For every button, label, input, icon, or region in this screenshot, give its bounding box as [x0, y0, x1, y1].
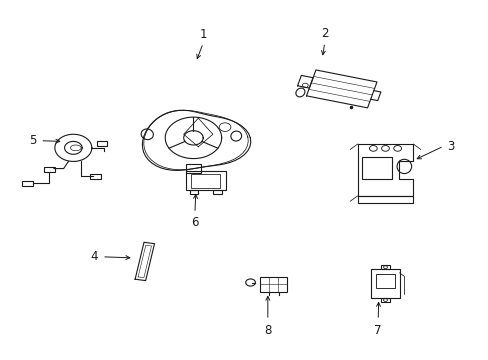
Bar — [260, 277, 286, 292]
Text: 2: 2 — [320, 27, 328, 40]
Bar — [44, 167, 55, 172]
Text: 1: 1 — [199, 28, 206, 41]
Bar — [375, 274, 394, 288]
Bar — [185, 171, 225, 190]
Bar — [22, 181, 33, 186]
Bar — [362, 157, 391, 179]
Text: 7: 7 — [374, 324, 381, 337]
Text: 5: 5 — [29, 134, 36, 147]
Bar — [380, 265, 389, 269]
Text: 4: 4 — [90, 250, 98, 263]
Bar — [380, 298, 389, 302]
Text: 8: 8 — [264, 324, 271, 337]
Bar — [90, 174, 101, 179]
Bar — [212, 190, 221, 194]
Text: 3: 3 — [446, 140, 453, 153]
Bar — [189, 190, 198, 194]
Bar — [186, 164, 201, 173]
Bar — [97, 141, 107, 146]
Text: 6: 6 — [191, 216, 198, 229]
Bar — [191, 174, 220, 188]
Bar — [371, 269, 399, 298]
